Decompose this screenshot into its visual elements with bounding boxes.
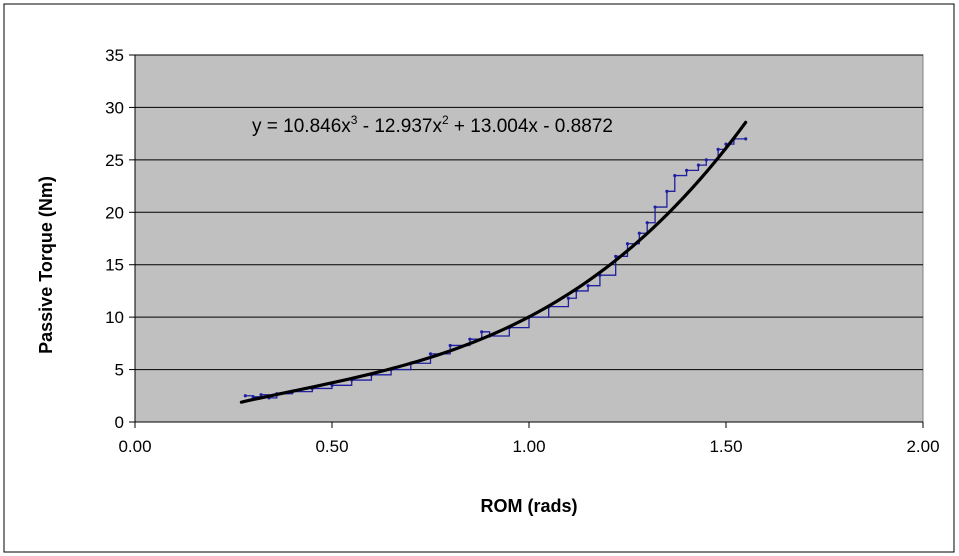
data-point — [428, 352, 433, 356]
data-point — [637, 231, 641, 235]
plot-area — [134, 54, 924, 423]
y-tick-labels: 0 5 10 15 20 25 30 35 — [105, 46, 124, 432]
x-tick-label: 1.50 — [709, 437, 742, 456]
series-line — [245, 138, 746, 399]
x-tick-label: 2.00 — [906, 437, 939, 456]
x-axis-title: ROM (rads) — [480, 496, 577, 516]
y-tick-label: 10 — [105, 308, 124, 327]
data-point — [645, 221, 649, 225]
grid-lines — [135, 54, 923, 371]
data-point — [448, 343, 452, 348]
y-tick-label: 20 — [105, 203, 124, 222]
y-tick-label: 35 — [105, 46, 124, 65]
x-tick-label: 0.50 — [315, 437, 348, 456]
data-point — [685, 168, 689, 172]
data-point — [251, 395, 255, 399]
x-tick-label: 0.00 — [118, 437, 151, 456]
data-point — [673, 173, 677, 178]
x-tick-label: 1.00 — [512, 437, 545, 456]
x-tick-labels: 0.00 0.50 1.00 1.50 2.00 — [118, 437, 939, 456]
data-point — [468, 337, 472, 341]
data-point — [744, 137, 748, 141]
data-point — [586, 284, 590, 288]
y-tick-label: 5 — [115, 361, 124, 380]
data-point — [243, 394, 247, 398]
data-point — [480, 330, 484, 334]
data-point — [704, 158, 708, 162]
data-point — [625, 242, 630, 246]
y-tick-label: 0 — [115, 413, 124, 432]
trendline — [239, 120, 748, 404]
y-tick-label: 30 — [105, 98, 124, 117]
y-tick-label: 25 — [105, 151, 124, 170]
y-axis-title: Passive Torque (Nm) — [36, 176, 56, 354]
data-point — [653, 205, 657, 209]
data-point — [696, 163, 701, 167]
data-point — [665, 189, 669, 193]
y-tick-label: 15 — [105, 256, 124, 275]
data-point — [716, 147, 720, 151]
trendline-equation: y = 10.846x3 - 12.937x2 + 13.004x - 0.88… — [252, 113, 613, 137]
data-point — [259, 393, 263, 397]
data-point — [566, 296, 571, 300]
axes — [129, 54, 924, 428]
data-point — [614, 254, 618, 258]
